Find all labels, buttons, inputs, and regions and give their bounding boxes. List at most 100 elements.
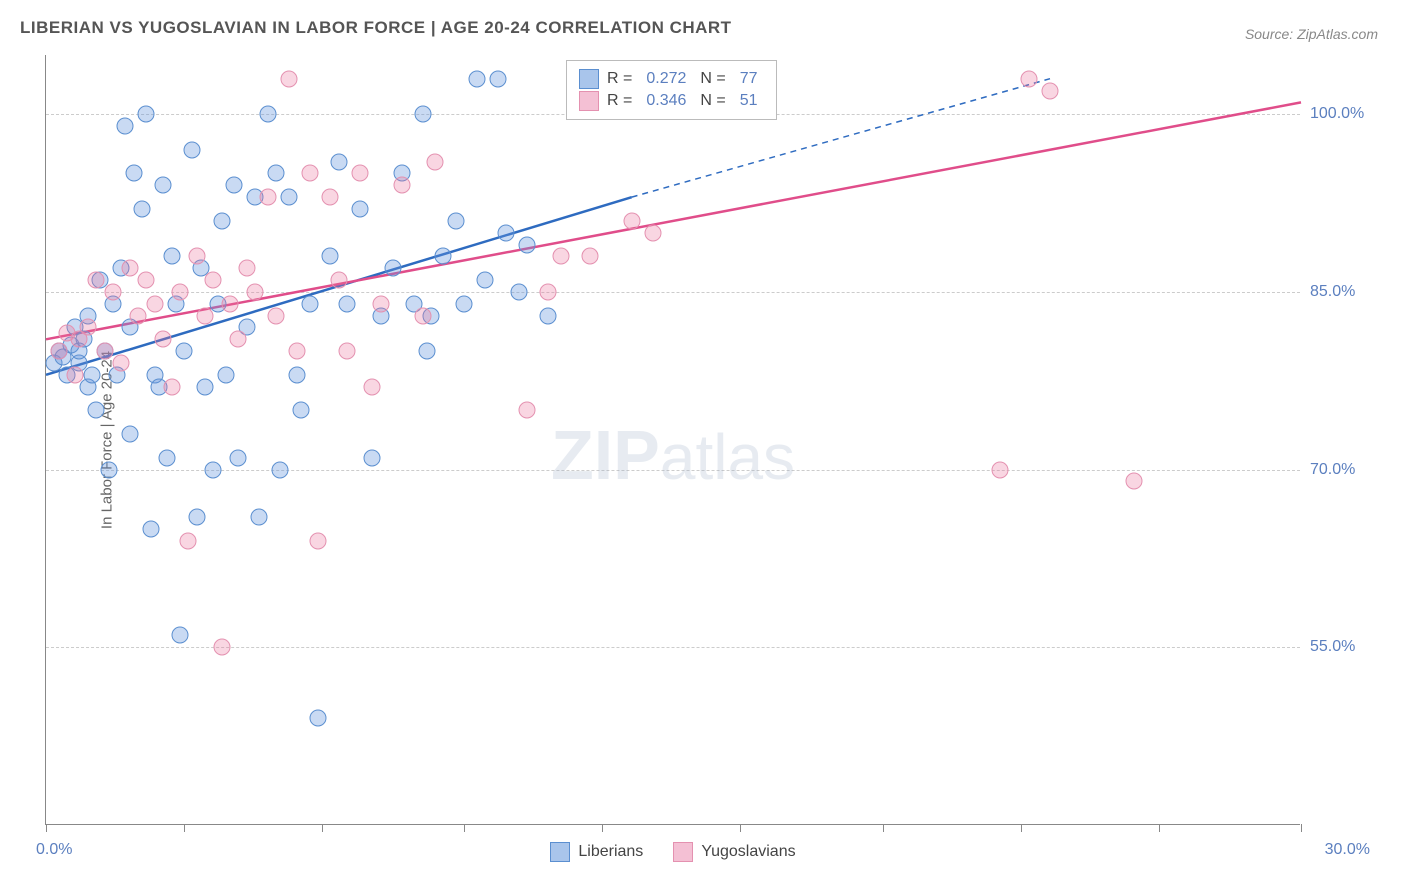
data-point: [339, 295, 356, 312]
data-point: [171, 283, 188, 300]
data-point: [372, 295, 389, 312]
data-point: [498, 224, 515, 241]
data-point: [121, 260, 138, 277]
swatch-yugoslavians: [673, 842, 693, 862]
data-point: [230, 449, 247, 466]
data-point: [364, 378, 381, 395]
data-point: [519, 236, 536, 253]
x-tick: [602, 824, 603, 832]
data-point: [217, 366, 234, 383]
series-legend: Liberians Yugoslavians: [46, 842, 1300, 862]
data-point: [991, 461, 1008, 478]
x-tick: [184, 824, 185, 832]
data-point: [427, 153, 444, 170]
gridline: [46, 470, 1300, 471]
data-point: [330, 272, 347, 289]
swatch-liberians: [550, 842, 570, 862]
data-point: [280, 70, 297, 87]
data-point: [188, 248, 205, 265]
watermark: ZIPatlas: [551, 415, 795, 495]
plot-area: In Labor Force | Age 20-24 55.0%70.0%85.…: [45, 55, 1300, 825]
gridline: [46, 292, 1300, 293]
data-point: [259, 189, 276, 206]
data-point: [540, 283, 557, 300]
legend-item-liberians: Liberians: [550, 842, 643, 862]
data-point: [519, 402, 536, 419]
data-point: [88, 272, 105, 289]
data-point: [50, 343, 67, 360]
data-point: [330, 153, 347, 170]
data-point: [155, 177, 172, 194]
data-point: [447, 212, 464, 229]
data-point: [393, 177, 410, 194]
data-point: [322, 189, 339, 206]
data-point: [1125, 473, 1142, 490]
x-tick: [1021, 824, 1022, 832]
data-point: [268, 165, 285, 182]
data-point: [84, 366, 101, 383]
data-point: [138, 272, 155, 289]
data-point: [510, 283, 527, 300]
data-point: [1021, 70, 1038, 87]
data-point: [623, 212, 640, 229]
x-tick: [883, 824, 884, 832]
data-point: [301, 295, 318, 312]
data-point: [159, 449, 176, 466]
gridline: [46, 647, 1300, 648]
data-point: [339, 343, 356, 360]
data-point: [293, 402, 310, 419]
correlation-legend: R = 0.272 N = 77 R = 0.346 N = 51: [566, 60, 777, 120]
y-tick-label: 85.0%: [1310, 283, 1385, 301]
data-point: [205, 272, 222, 289]
data-point: [213, 639, 230, 656]
series-name-liberians: Liberians: [578, 843, 643, 861]
data-point: [468, 70, 485, 87]
r-value-yugoslavians: 0.346: [646, 92, 686, 110]
data-point: [163, 248, 180, 265]
data-point: [259, 106, 276, 123]
data-point: [456, 295, 473, 312]
data-point: [125, 165, 142, 182]
data-point: [67, 366, 84, 383]
x-tick: [322, 824, 323, 832]
data-point: [289, 343, 306, 360]
data-point: [364, 449, 381, 466]
data-point: [100, 461, 117, 478]
data-point: [79, 319, 96, 336]
data-point: [155, 331, 172, 348]
x-tick: [740, 824, 741, 832]
data-point: [176, 343, 193, 360]
data-point: [213, 212, 230, 229]
legend-item-yugoslavians: Yugoslavians: [673, 842, 795, 862]
y-tick-label: 55.0%: [1310, 638, 1385, 656]
trend-lines: [46, 55, 1300, 824]
x-axis-max-label: 30.0%: [1325, 841, 1370, 859]
data-point: [188, 509, 205, 526]
series-name-yugoslavians: Yugoslavians: [701, 843, 795, 861]
data-point: [142, 520, 159, 537]
data-point: [435, 248, 452, 265]
x-tick: [1301, 824, 1302, 832]
data-point: [226, 177, 243, 194]
data-point: [196, 378, 213, 395]
data-point: [1042, 82, 1059, 99]
data-point: [146, 295, 163, 312]
chart-source: Source: ZipAtlas.com: [1245, 26, 1378, 42]
data-point: [196, 307, 213, 324]
r-prefix: R =: [607, 92, 632, 110]
data-point: [540, 307, 557, 324]
data-point: [171, 627, 188, 644]
data-point: [251, 509, 268, 526]
data-point: [280, 189, 297, 206]
data-point: [268, 307, 285, 324]
legend-row-yugoslavians: R = 0.346 N = 51: [579, 91, 764, 111]
data-point: [96, 343, 113, 360]
data-point: [289, 366, 306, 383]
n-value-yugoslavians: 51: [740, 92, 758, 110]
data-point: [272, 461, 289, 478]
data-point: [489, 70, 506, 87]
data-point: [180, 532, 197, 549]
data-point: [130, 307, 147, 324]
x-tick: [1159, 824, 1160, 832]
n-prefix: N =: [700, 70, 725, 88]
